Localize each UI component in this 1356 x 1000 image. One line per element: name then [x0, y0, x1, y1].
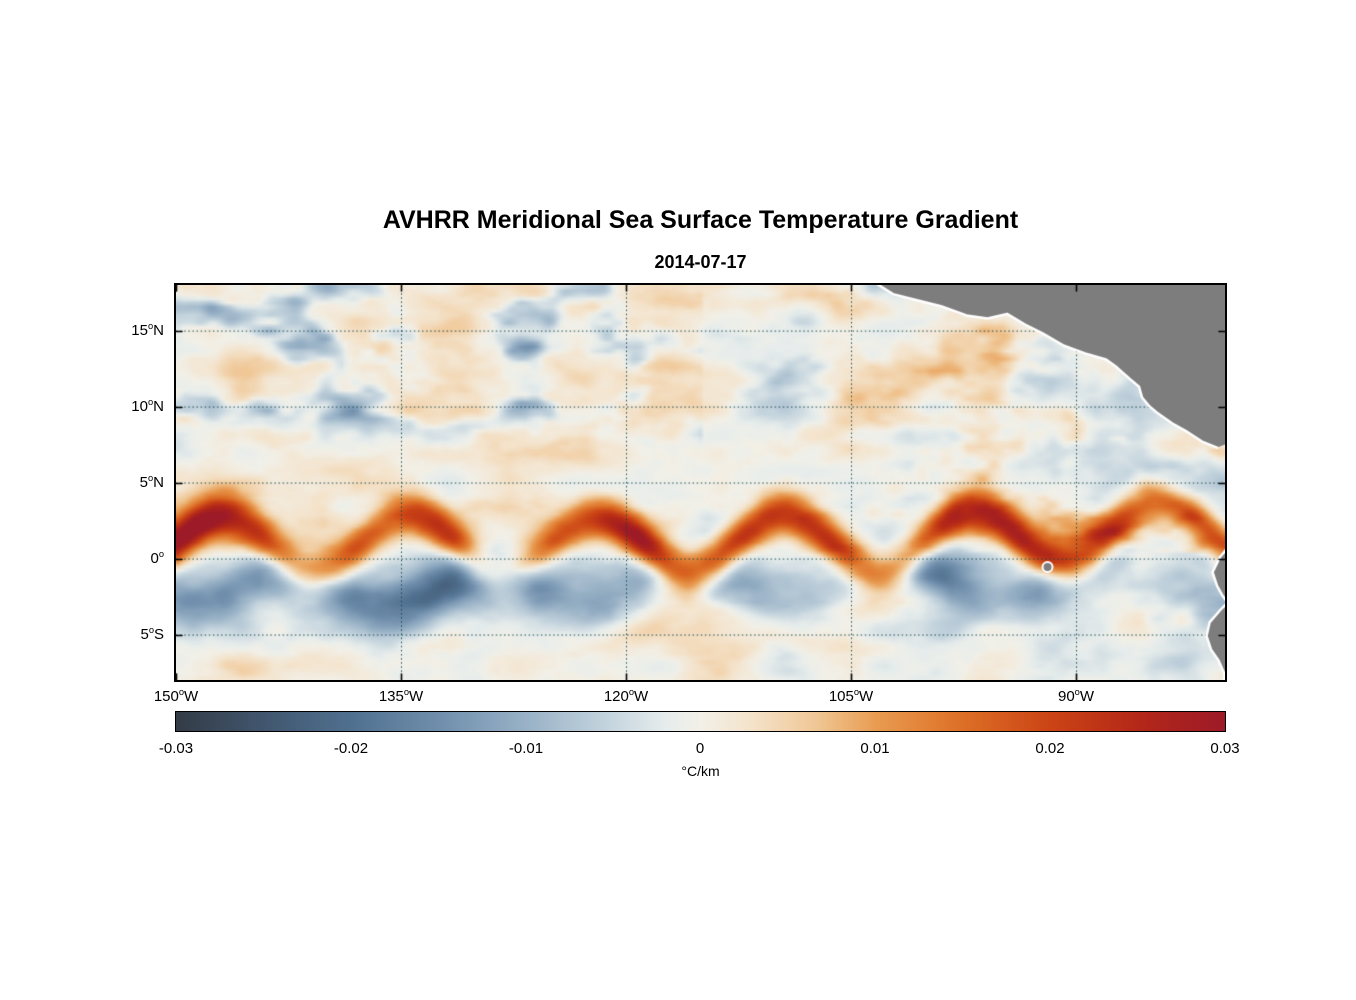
colorbar-tick-neg002: -0.02	[333, 740, 369, 757]
x-tick-label-135w: 135oW	[378, 687, 424, 705]
y-tick-label-10n: 10oN	[131, 397, 164, 415]
y-tick-label-5s: 5oS	[140, 625, 164, 643]
y-tick-label-5n: 5oN	[139, 473, 164, 491]
chart-title: AVHRR Meridional Sea Surface Temperature…	[382, 206, 1019, 234]
y-tick-label-15n: 15oN	[131, 321, 164, 339]
colorbar-tick-neg003: -0.03	[158, 740, 194, 757]
colorbar	[175, 711, 1226, 732]
colorbar-tick-002: 0.02	[1035, 740, 1065, 757]
colorbar-tick-neg001: -0.01	[508, 740, 544, 757]
map-axes	[174, 283, 1227, 682]
colorbar-tick-003: 0.03	[1210, 740, 1240, 757]
heatmap-canvas	[176, 285, 1225, 680]
x-tick-label-150w: 150oW	[153, 687, 199, 705]
x-tick-label-105w: 105oW	[828, 687, 874, 705]
y-tick-label-0: 0o	[150, 549, 164, 567]
colorbar-tick-zero: 0	[695, 740, 705, 757]
colorbar-tick-001: 0.01	[860, 740, 890, 757]
chart-subtitle-date: 2014-07-17	[654, 252, 747, 272]
x-tick-label-90w: 90oW	[1057, 687, 1095, 705]
x-tick-label-120w: 120oW	[603, 687, 649, 705]
colorbar-units-label: °C/km	[681, 763, 720, 779]
